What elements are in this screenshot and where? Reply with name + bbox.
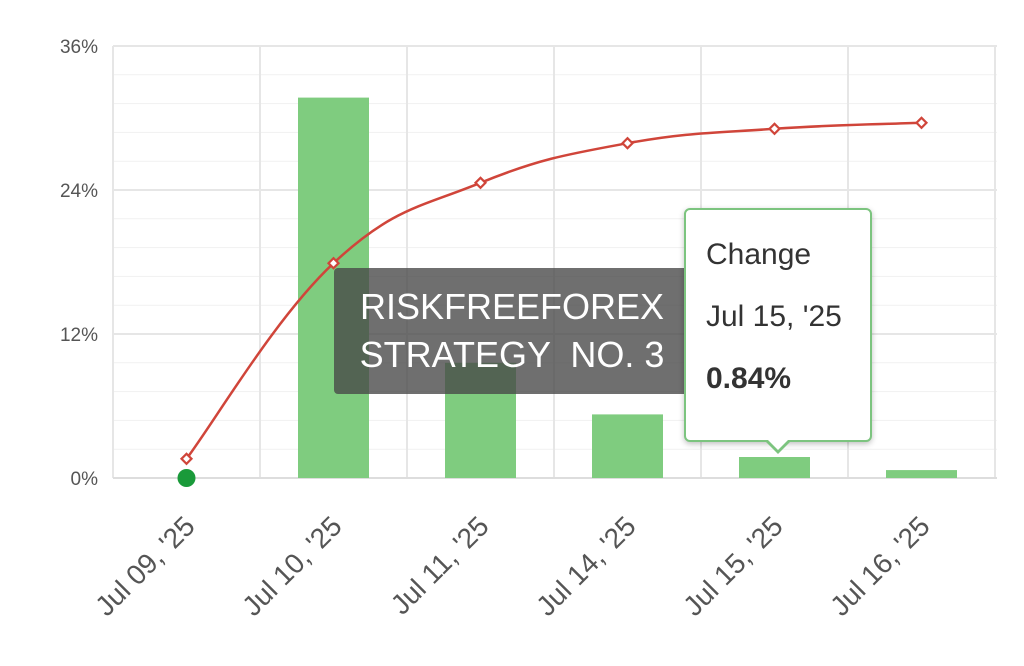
x-tick-label: Jul 15, '25 bbox=[677, 510, 789, 622]
x-tick-label: Jul 10, '25 bbox=[236, 510, 348, 622]
bar bbox=[886, 470, 957, 478]
tooltip: Change Jul 15, '25 0.84% bbox=[684, 208, 872, 442]
x-tick-label: Jul 09, '25 bbox=[89, 510, 201, 622]
x-tick-label: Jul 14, '25 bbox=[530, 510, 642, 622]
y-axis-ticks: 0% 12% 24% 36% bbox=[60, 37, 98, 490]
x-axis-ticks: Jul 09, '25 Jul 10, '25 Jul 11, '25 Jul 14,… bbox=[89, 510, 936, 622]
line-series bbox=[177, 116, 929, 487]
start-marker bbox=[177, 469, 196, 487]
tooltip-date: Jul 15, '25 bbox=[706, 300, 842, 333]
y-tick-label: 12% bbox=[60, 325, 98, 346]
watermark: RISKFREEFOREX STRATEGY NO. 3 bbox=[334, 268, 690, 394]
tooltip-value: 0.84% bbox=[706, 362, 792, 395]
line-point bbox=[179, 452, 194, 466]
y-tick-label: 36% bbox=[60, 37, 98, 58]
tooltip-label: Change bbox=[706, 238, 812, 271]
bar bbox=[739, 457, 810, 478]
line-point bbox=[914, 116, 929, 130]
line-path bbox=[185, 121, 922, 460]
x-tick-label: Jul 11, '25 bbox=[385, 510, 495, 620]
line-point bbox=[620, 136, 635, 150]
line-point bbox=[473, 176, 488, 190]
line-point bbox=[326, 256, 341, 270]
y-tick-label: 0% bbox=[71, 469, 99, 490]
x-tick-label: Jul 16, '25 bbox=[824, 510, 936, 622]
line-point bbox=[767, 122, 782, 136]
y-tick-label: 24% bbox=[60, 181, 98, 202]
tooltip-arrow-inner bbox=[766, 438, 790, 450]
watermark-line-1: RISKFREEFOREX bbox=[359, 286, 665, 327]
bar bbox=[592, 414, 663, 478]
watermark-line-2: STRATEGY NO. 3 bbox=[359, 334, 665, 375]
